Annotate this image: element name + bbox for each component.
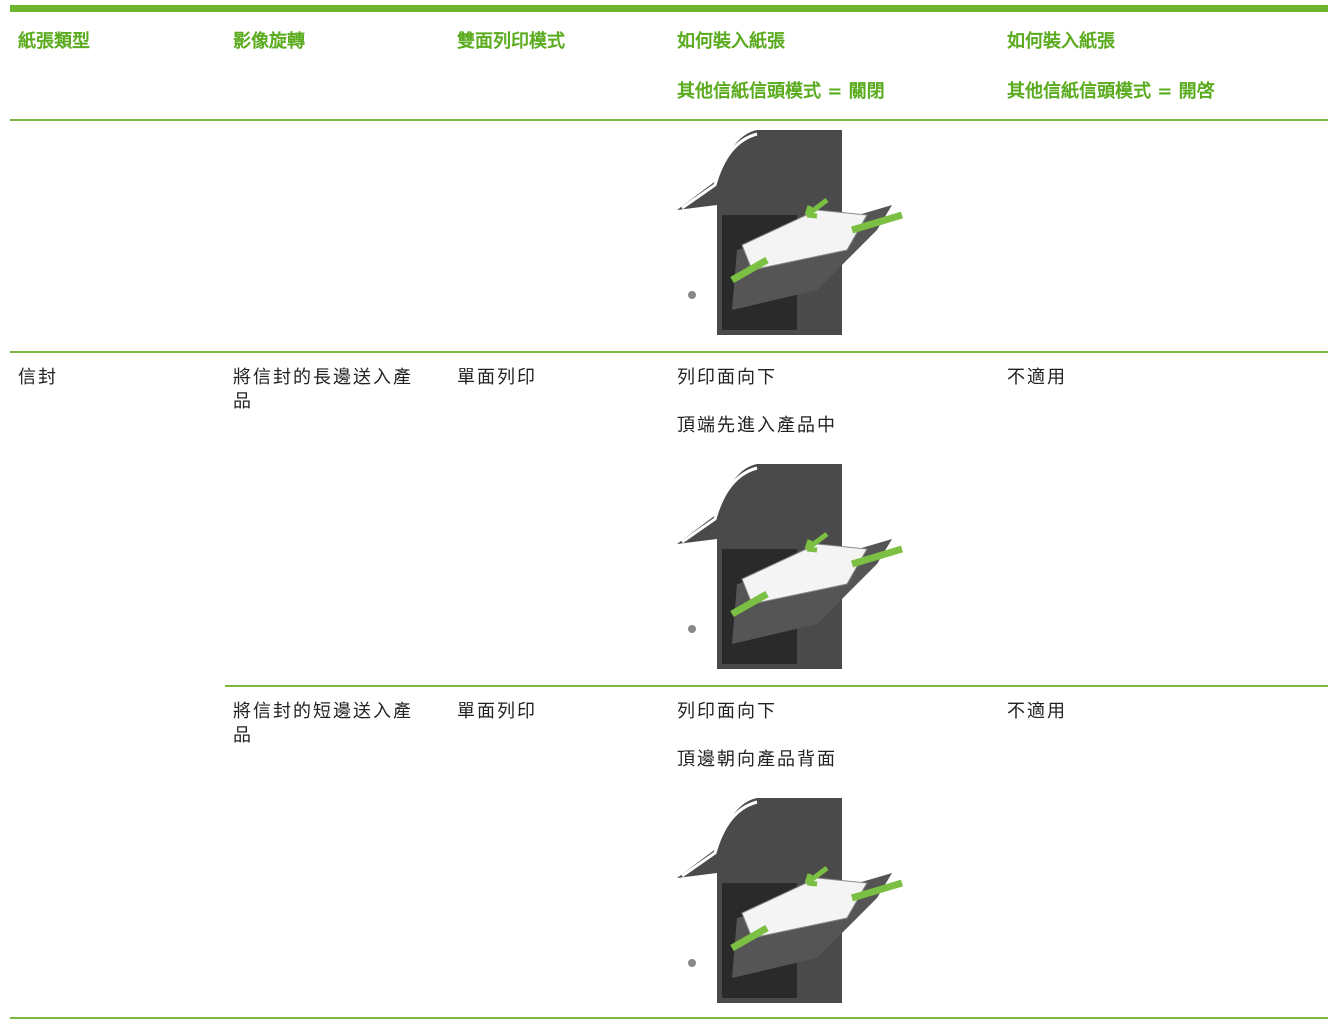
header-cell: 如何裝入紙張: [677, 31, 785, 52]
header-cell: 雙面列印模式: [457, 31, 565, 52]
loading-note: 不適用: [1007, 367, 1067, 388]
header-cell: 紙張類型: [18, 31, 90, 52]
duplex-mode: 單面列印: [457, 367, 537, 388]
loading-note: 頂邊朝向產品背面: [677, 749, 837, 770]
loading-note: 列印面向下: [677, 701, 777, 722]
rule: [225, 685, 1328, 687]
top-bar: [10, 5, 1328, 12]
header-cell: 如何裝入紙張: [1007, 31, 1115, 52]
illustration: [677, 798, 912, 1003]
paper-type: 信封: [18, 367, 58, 388]
illustration: [677, 130, 912, 335]
orientation: 將信封的長邊送入產品: [233, 367, 413, 412]
loading-note: 不適用: [1007, 701, 1067, 722]
rule: [10, 1017, 1328, 1019]
rule: [10, 119, 1328, 121]
rule: [10, 351, 1328, 353]
header-subcell: 其他信紙信頭模式 = 關閉: [677, 81, 885, 102]
loading-note: 列印面向下: [677, 367, 777, 388]
header-cell: 影像旋轉: [233, 31, 305, 52]
illustration: [677, 464, 912, 669]
orientation: 將信封的短邊送入產品: [233, 701, 413, 746]
duplex-mode: 單面列印: [457, 701, 537, 722]
header-subcell: 其他信紙信頭模式 = 開啓: [1007, 81, 1215, 102]
loading-note: 頂端先進入產品中: [677, 415, 837, 436]
